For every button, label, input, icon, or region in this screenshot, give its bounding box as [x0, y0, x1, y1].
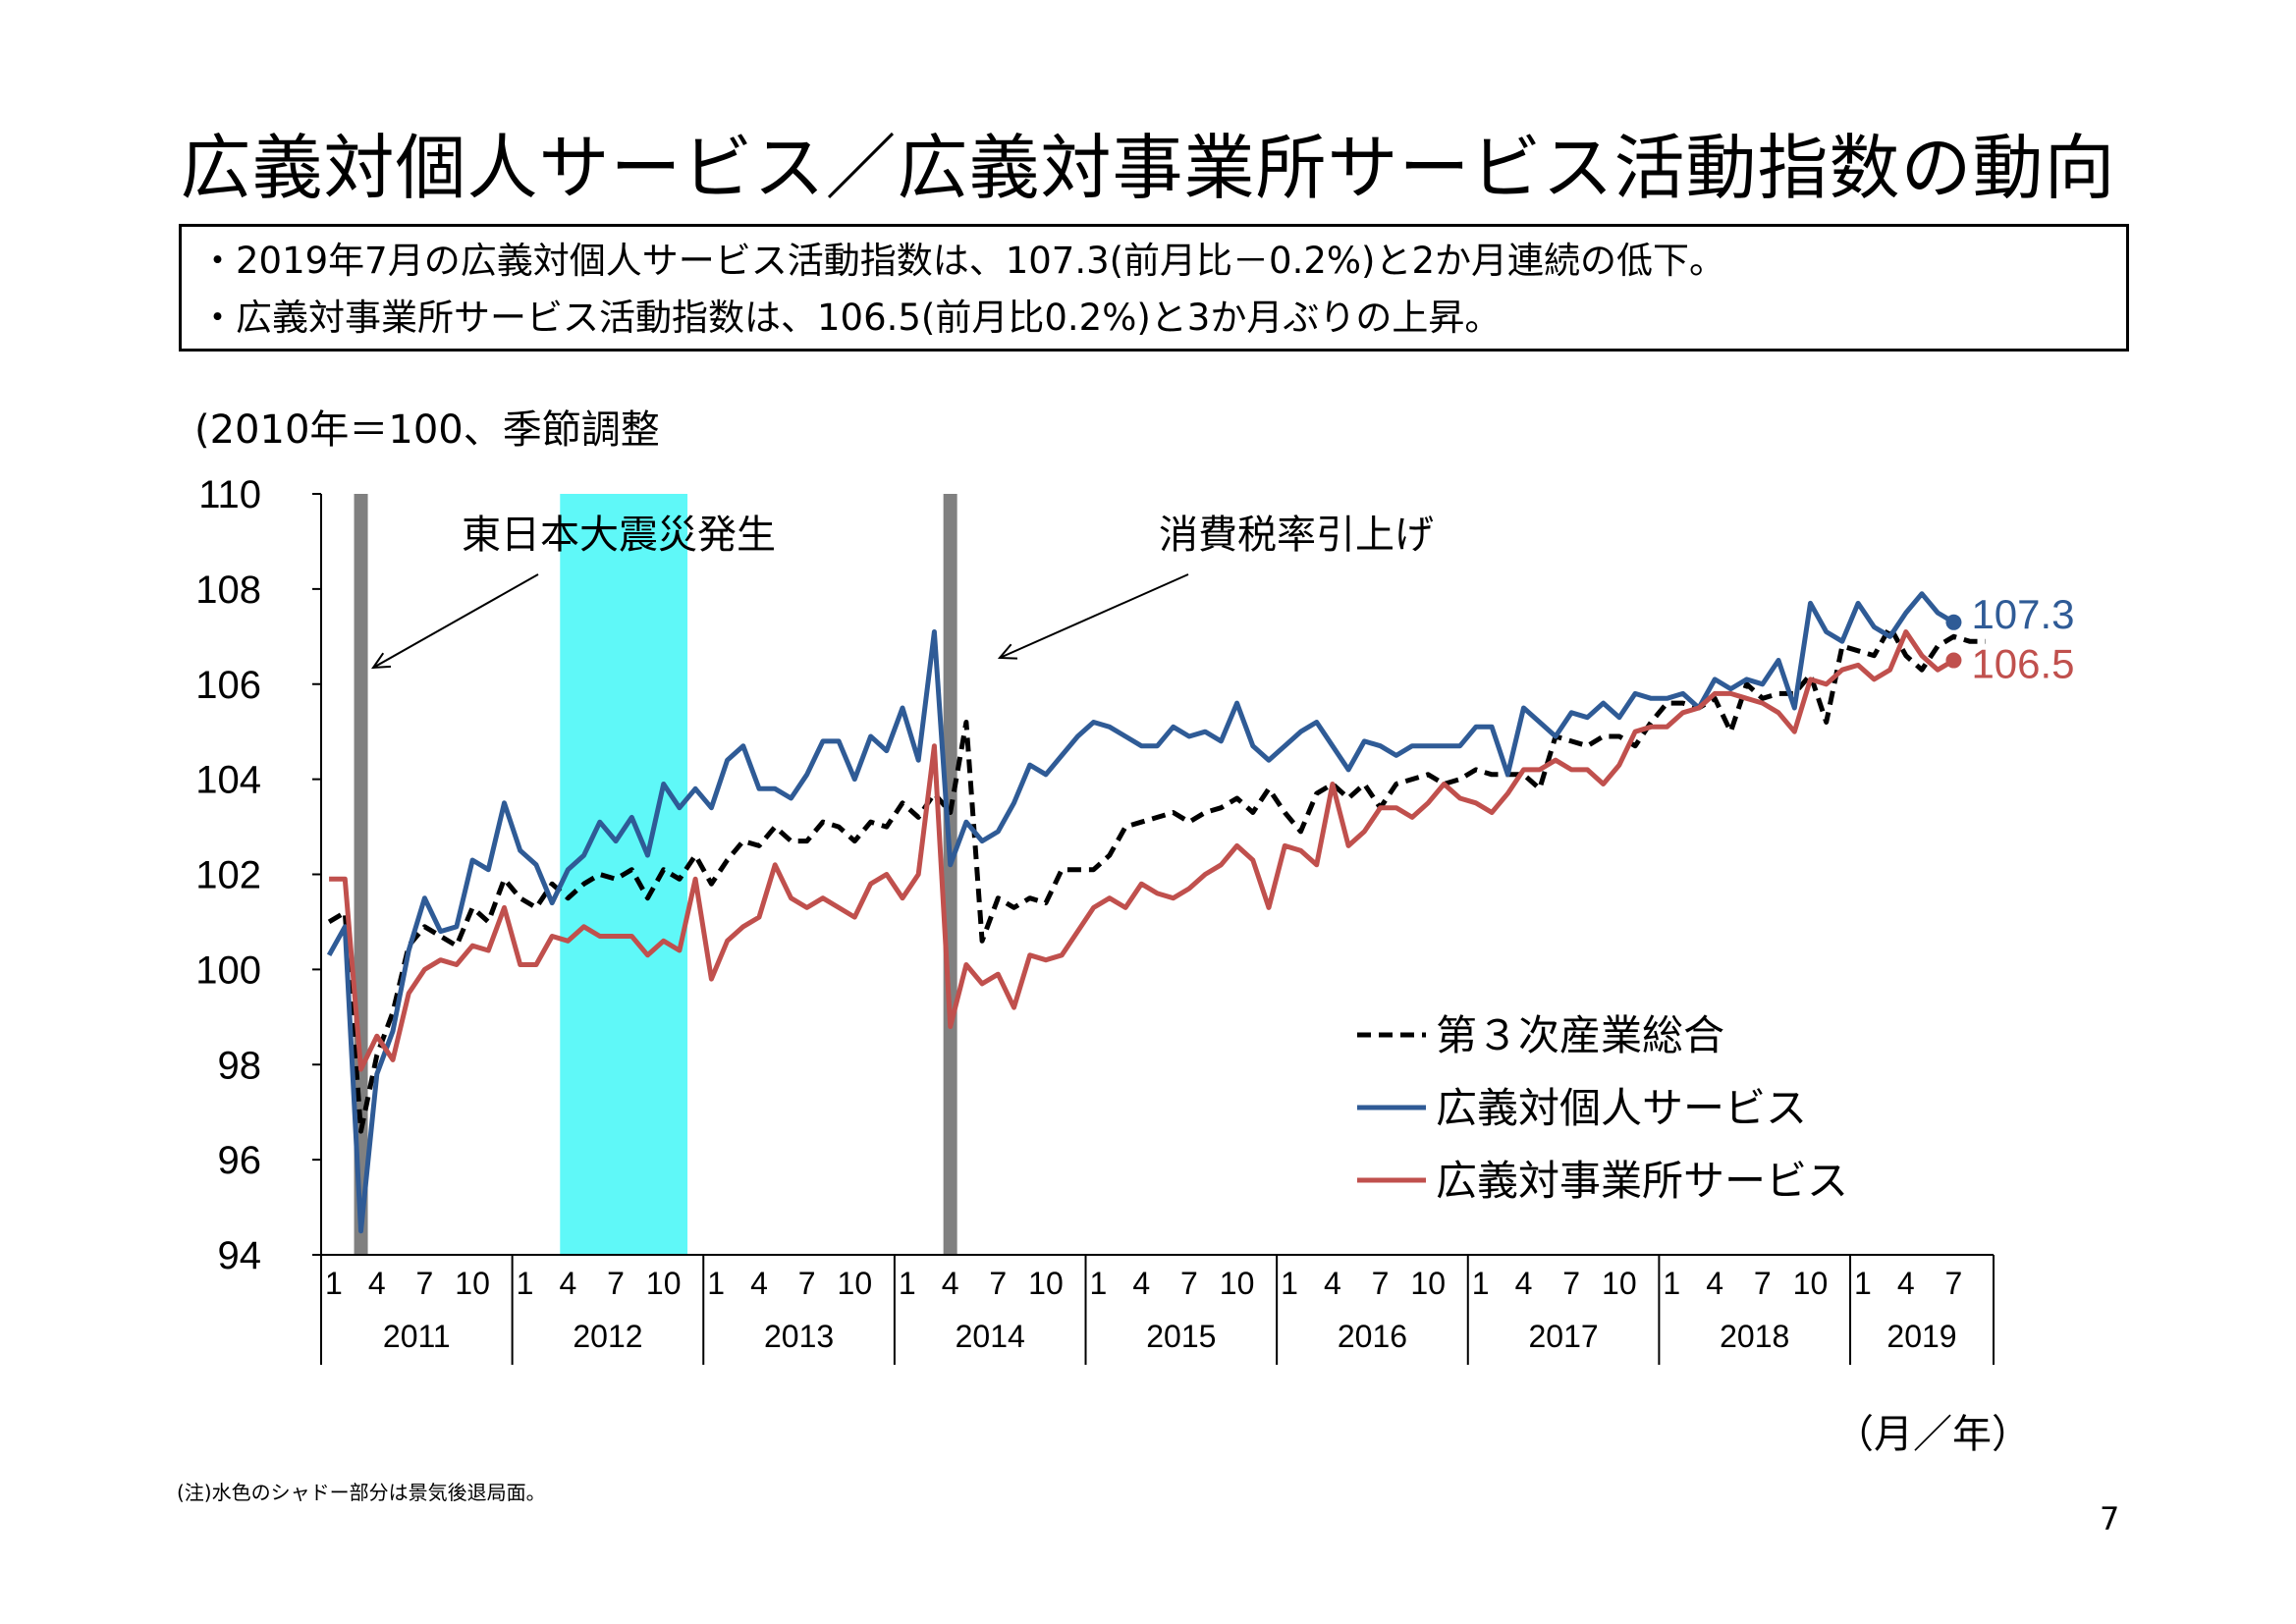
month-tick-label: 7 [1754, 1266, 1772, 1301]
month-tick-label: 4 [942, 1266, 959, 1301]
year-label: 2018 [1720, 1319, 1789, 1354]
month-tick-label: 1 [1090, 1266, 1108, 1301]
month-tick-label: 1 [707, 1266, 725, 1301]
month-tick-label: 7 [1180, 1266, 1198, 1301]
y-tick-label: 100 [195, 948, 261, 992]
y-tick-label: 106 [195, 664, 261, 707]
y-tick-label: 110 [198, 473, 261, 516]
month-tick-label: 7 [798, 1266, 816, 1301]
series-end-label: 107.3 [1971, 591, 2074, 637]
month-tick-label: 7 [1372, 1266, 1390, 1301]
month-tick-label: 1 [1663, 1266, 1680, 1301]
month-tick-label: 1 [1281, 1266, 1298, 1301]
month-tick-label: 4 [559, 1266, 576, 1301]
month-tick-label: 4 [1324, 1266, 1341, 1301]
month-tick-label: 10 [455, 1266, 490, 1301]
month-tick-label: 4 [1706, 1266, 1723, 1301]
y-unit-label: (2010年＝100、季節調整 [194, 407, 660, 453]
year-label: 2017 [1528, 1319, 1598, 1354]
y-tick-label: 104 [195, 759, 261, 802]
y-tick-label: 98 [218, 1044, 262, 1087]
month-tick-label: 7 [607, 1266, 625, 1301]
month-tick-label: 7 [1562, 1266, 1580, 1301]
line-personal-services [326, 591, 1955, 1234]
page-number: 7 [2100, 1500, 2120, 1538]
month-tick-label: 1 [1472, 1266, 1490, 1301]
month-tick-label: 7 [1945, 1266, 1963, 1301]
y-tick-label: 102 [195, 854, 261, 897]
month-tick-label: 7 [416, 1266, 434, 1301]
month-tick-label: 10 [1602, 1266, 1637, 1301]
month-tick-label: 1 [1854, 1266, 1872, 1301]
month-tick-label: 10 [1793, 1266, 1829, 1301]
y-tick-label: 94 [218, 1234, 262, 1277]
year-label: 2012 [573, 1319, 642, 1354]
summary-line-business: ・広義対事業所サービス活動指数は、106.5(前月比0.2%)と3か月ぶりの上昇… [199, 297, 1502, 339]
month-tick-label: 1 [899, 1266, 916, 1301]
x-unit-label: （月／年） [1834, 1412, 2031, 1457]
month-tick-label: 10 [1220, 1266, 1255, 1301]
year-label: 2011 [383, 1319, 451, 1354]
month-tick-label: 4 [1897, 1266, 1915, 1301]
annotation-arrow [372, 573, 539, 669]
series-end-label: 106.5 [1971, 641, 2074, 687]
legend-label: 広義対個人サービス [1436, 1085, 1807, 1131]
month-tick-label: 4 [750, 1266, 768, 1301]
year-label: 2016 [1338, 1319, 1407, 1354]
annotation-arrow [999, 573, 1189, 659]
month-tick-label: 1 [517, 1266, 534, 1301]
legend-label: 第３次産業総合 [1436, 1012, 1724, 1058]
summary-box: ・2019年7月の広義対個人サービス活動指数は、107.3(前月比－0.2%)と… [179, 224, 2129, 352]
month-tick-label: 4 [368, 1266, 386, 1301]
annotation-arrowhead [997, 643, 1018, 660]
footnote: (注)水色のシャドー部分は景気後退局面。 [177, 1481, 546, 1504]
month-tick-label: 10 [646, 1266, 682, 1301]
year-label: 2019 [1886, 1319, 1956, 1354]
year-label: 2015 [1146, 1319, 1216, 1354]
month-tick-label: 4 [1132, 1266, 1150, 1301]
month-tick-label: 1 [325, 1266, 343, 1301]
month-tick-label: 7 [989, 1266, 1007, 1301]
annotation-label: 消費税率引上げ [1159, 514, 1434, 557]
month-tick-label: 10 [1410, 1266, 1446, 1301]
legend-label: 広義対事業所サービス [1436, 1158, 1848, 1204]
series-end-point [1945, 652, 1962, 669]
y-tick-label: 96 [218, 1139, 262, 1182]
page-title: 広義対個人サービス／広義対事業所サービス活動指数の動向 [180, 127, 2116, 209]
month-tick-label: 10 [1028, 1266, 1064, 1301]
year-label: 2014 [956, 1319, 1025, 1354]
annotation-label: 東日本大震災発生 [462, 514, 776, 557]
y-tick-label: 108 [195, 568, 261, 612]
series-end-point [1945, 614, 1962, 630]
line-tertiary-industry [327, 624, 1986, 1134]
summary-line-personal: ・2019年7月の広義対個人サービス活動指数は、107.3(前月比－0.2%)と… [199, 240, 1726, 282]
year-label: 2013 [764, 1319, 834, 1354]
annotation-arrowhead [370, 652, 392, 670]
event-marker-bar [943, 494, 957, 1255]
line-business-services [329, 629, 1955, 1072]
month-tick-label: 4 [1515, 1266, 1533, 1301]
month-tick-label: 10 [838, 1266, 873, 1301]
